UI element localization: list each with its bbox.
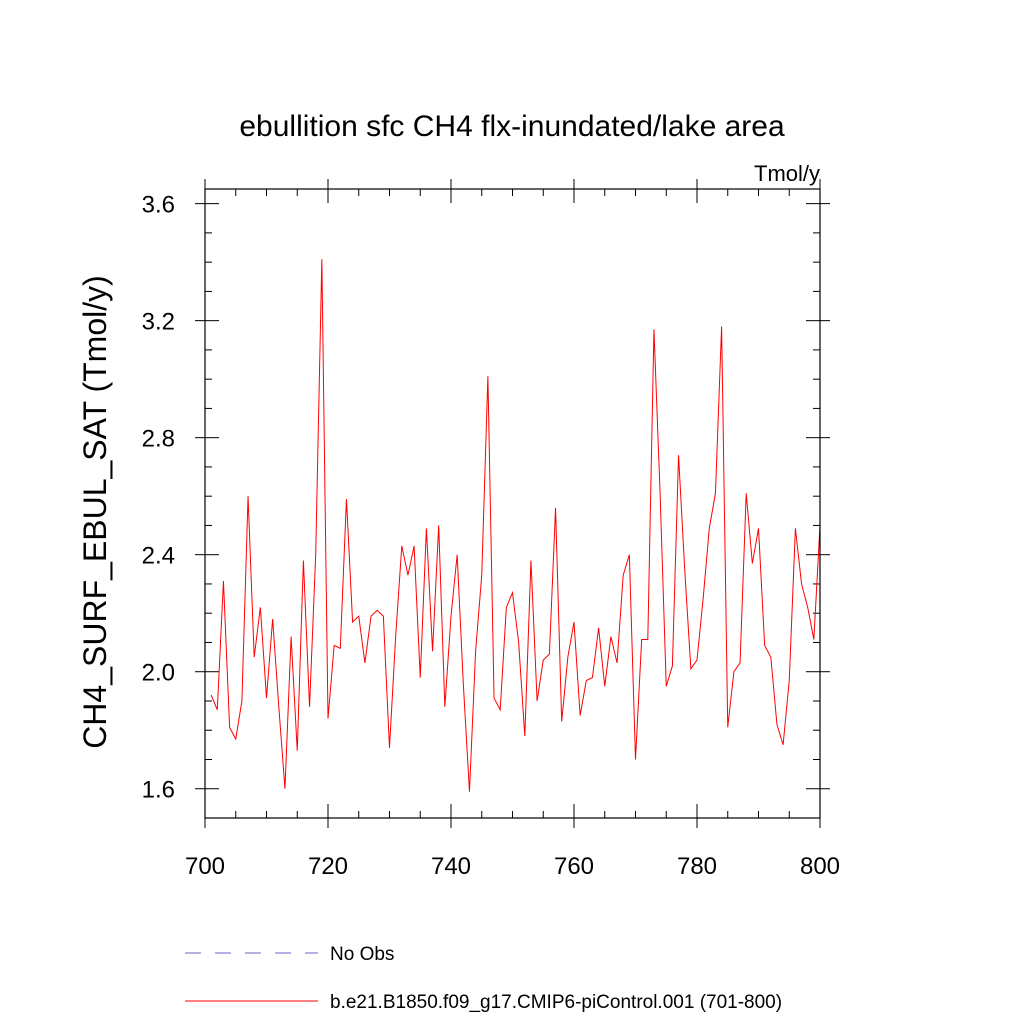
y-tick-label: 3.6 <box>142 192 175 219</box>
plot-series <box>210 259 821 792</box>
x-tick-label: 780 <box>677 853 717 880</box>
x-tick-label: 760 <box>554 853 594 880</box>
chart-title: ebullition sfc CH4 flx-inundated/lake ar… <box>239 110 785 143</box>
y-tick-label: 2.8 <box>142 426 175 453</box>
y-tick-label: 1.6 <box>142 777 175 804</box>
x-tick-label: 800 <box>800 853 840 880</box>
legend: No Obs b.e21.B1850.f09_g17.CMIP6-piContr… <box>185 944 782 1013</box>
y-axis-label: CH4_SURF_EBUL_SAT (Tmol/y) <box>77 275 113 749</box>
units-label: Tmol/y <box>754 161 820 186</box>
x-tick-label: 700 <box>185 853 225 880</box>
y-tick-label: 2.0 <box>142 660 175 687</box>
x-tick-label: 740 <box>431 853 471 880</box>
axis-ticks: 700 720 740 760 780 800 1.6 2.0 2.4 2.8 3.2 3.6 <box>142 179 840 880</box>
legend-label-model-run: b.e21.B1850.f09_g17.CMIP6-piControl.001 … <box>330 992 782 1013</box>
x-tick-label: 720 <box>308 853 348 880</box>
series-line <box>210 259 821 792</box>
plot-frame <box>204 188 821 819</box>
legend-label-no-obs: No Obs <box>330 944 394 965</box>
y-tick-label: 3.2 <box>142 309 175 336</box>
y-tick-label: 2.4 <box>142 543 175 570</box>
